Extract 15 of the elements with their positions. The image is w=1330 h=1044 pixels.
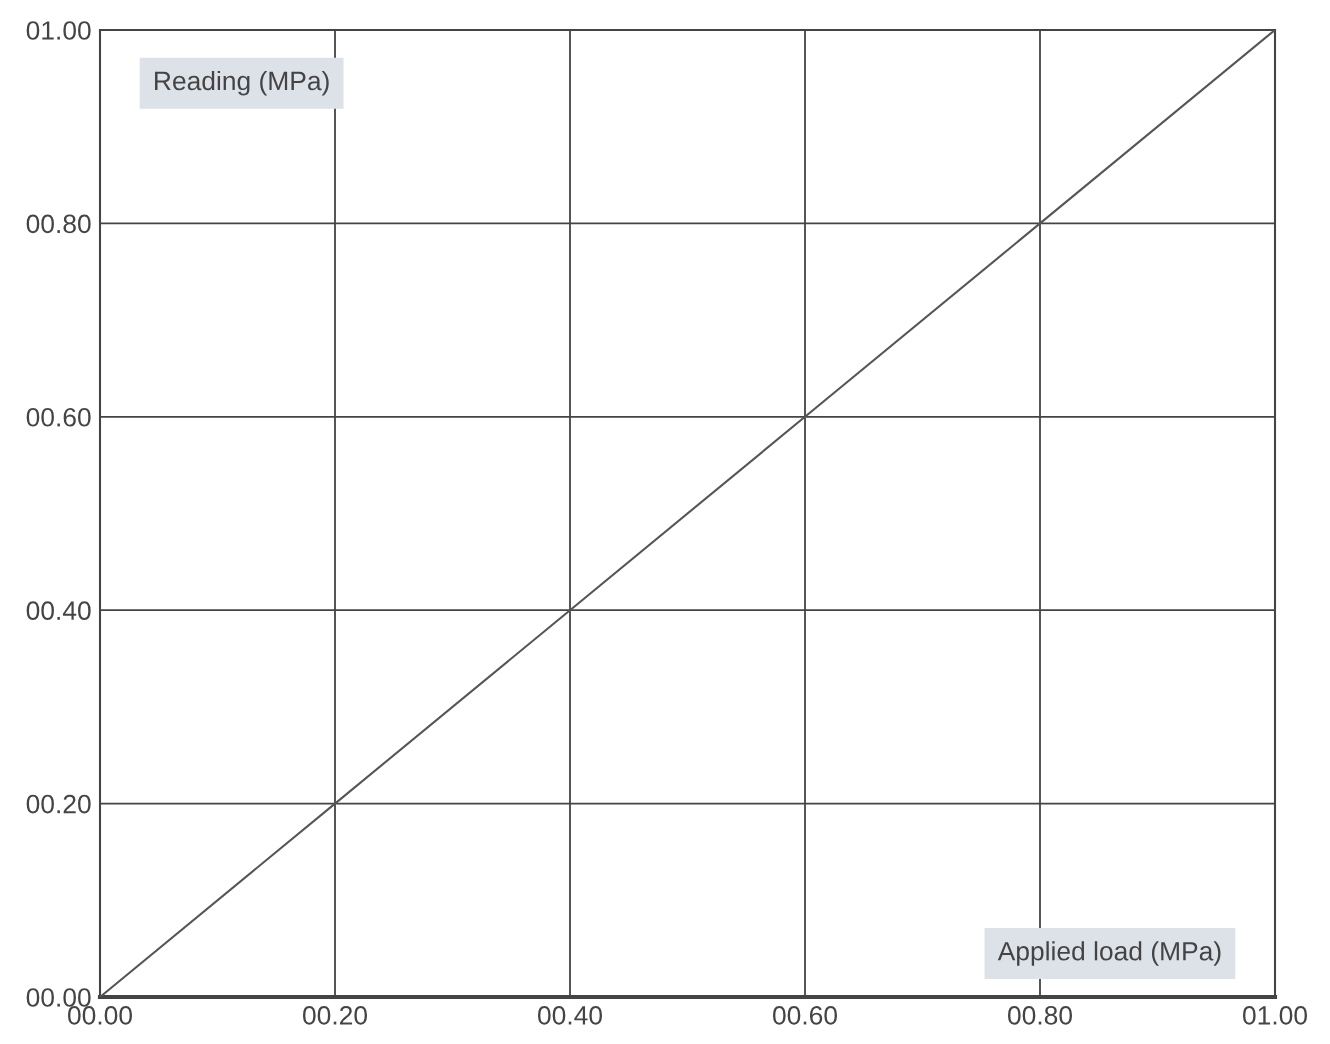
y-tick-label: 01.00 [26, 21, 91, 40]
y-tick-label: 00.40 [26, 601, 91, 621]
x-tick-label: 00.00 [68, 1006, 132, 1025]
y-tick-label: 00.20 [26, 794, 91, 814]
x-tick-label: 00.20 [303, 1006, 367, 1025]
line-series [100, 30, 1275, 997]
x-tick-label: 00.40 [538, 1006, 602, 1025]
x-tick-label: 00.80 [1008, 1006, 1072, 1025]
x-tick-label: 01.00 [1243, 1006, 1307, 1025]
x-axis-title: Applied load (MPa) [997, 941, 1221, 966]
y-tick-label: 00.80 [26, 214, 91, 234]
y-axis-title: Reading (MPa) [155, 70, 329, 96]
x-tick-label: 00.60 [773, 1006, 837, 1025]
y-tick-label: 00.00 [26, 988, 91, 1007]
y-tick-label: 00.60 [26, 407, 91, 427]
